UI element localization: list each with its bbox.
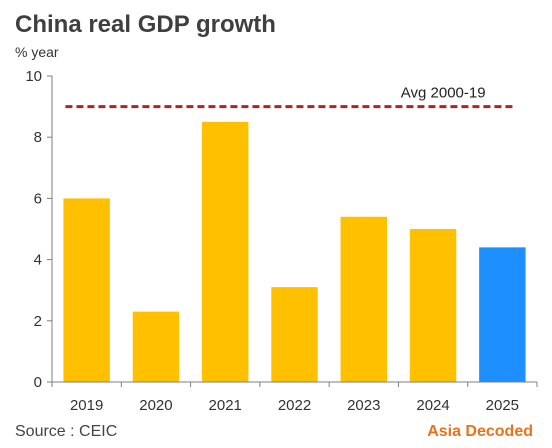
y-tick-label: 8 xyxy=(34,129,42,146)
bar-2019 xyxy=(63,198,110,382)
x-tick-label: 2024 xyxy=(416,397,449,414)
x-tick-label: 2022 xyxy=(278,397,311,414)
y-axis-unit-label: % year xyxy=(15,44,59,60)
bar-2025 xyxy=(479,247,526,382)
bar-2021 xyxy=(202,121,249,383)
source-note: Source : CEIC xyxy=(15,423,117,440)
x-tick-label: 2025 xyxy=(486,397,519,414)
bars xyxy=(63,121,526,383)
bar-2022 xyxy=(271,287,318,382)
bar-2020 xyxy=(132,311,180,382)
x-tick-label: 2019 xyxy=(70,397,103,414)
chart-title: China real GDP growth xyxy=(15,11,276,38)
y-tick-label: 2 xyxy=(34,313,42,330)
y-tick-label: 4 xyxy=(34,252,42,269)
bar-2023 xyxy=(340,216,387,382)
x-tick-label: 2023 xyxy=(347,397,380,414)
brand-logo-text: Asia Decoded xyxy=(427,423,533,440)
reference-line-group: Avg 2000-19 xyxy=(65,85,514,109)
y-tick-label: 10 xyxy=(25,68,42,85)
bar-2024 xyxy=(409,229,457,382)
x-tick-label: 2020 xyxy=(139,397,172,414)
y-tick-label: 0 xyxy=(34,374,42,391)
reference-line-label: Avg 2000-19 xyxy=(401,85,486,102)
x-axis: 2019 2020 2021 2022 2023 2024 2025 xyxy=(51,381,538,414)
y-axis: 0 2 4 6 8 10 xyxy=(25,68,53,391)
x-tick-label: 2021 xyxy=(209,397,242,414)
y-tick-label: 6 xyxy=(34,190,42,207)
